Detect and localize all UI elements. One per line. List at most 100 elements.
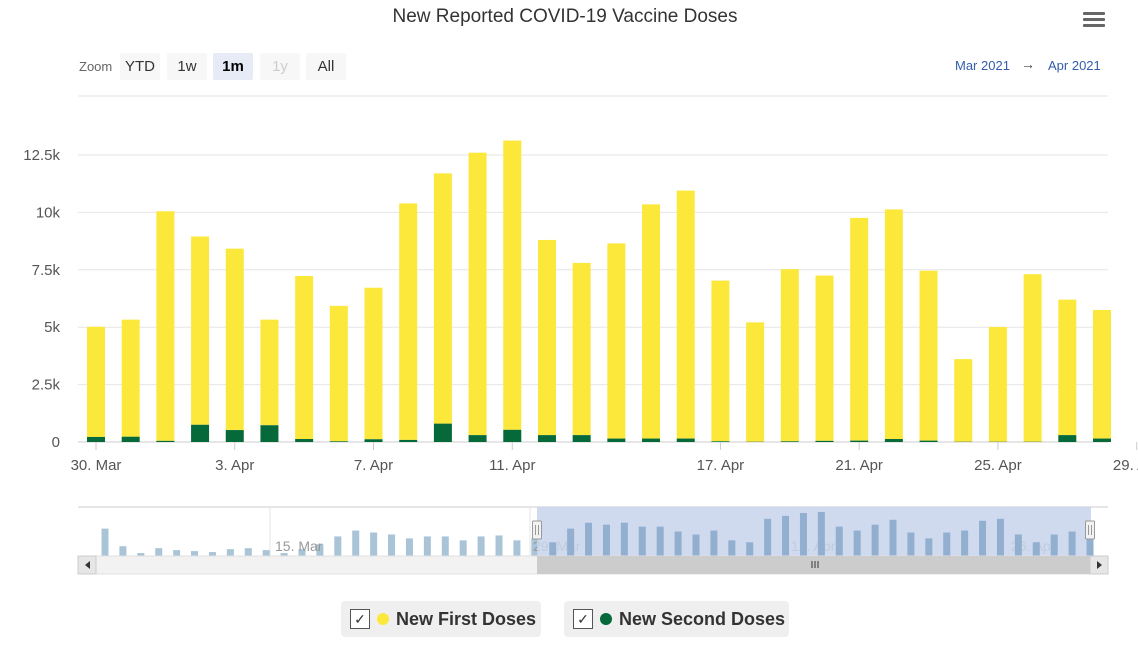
bar-first-dose[interactable] xyxy=(954,359,973,442)
bar-first-dose[interactable] xyxy=(87,326,105,437)
bar-first-dose[interactable] xyxy=(121,319,140,437)
navigator-bar-selected xyxy=(782,515,790,556)
x-axis-labels: 30. Mar 3. Apr 7. Apr 11. Apr 17. Apr 21. Apr… xyxy=(71,442,1138,474)
bar-series[interactable] xyxy=(87,140,1111,442)
bar-first-dose[interactable] xyxy=(815,275,834,441)
date-range-from[interactable]: Mar 2021 xyxy=(955,58,1010,73)
y-tick-label: 0 xyxy=(52,434,60,451)
bar-second-dose[interactable] xyxy=(156,440,175,442)
bar-first-dose[interactable] xyxy=(468,152,487,436)
zoom-1y-button[interactable]: 1y xyxy=(260,53,300,80)
zoom-all-button[interactable]: All xyxy=(306,53,346,80)
bar-second-dose[interactable] xyxy=(537,435,556,442)
bar-second-dose[interactable] xyxy=(225,430,244,442)
bar-second-dose[interactable] xyxy=(607,438,626,442)
bar-second-dose[interactable] xyxy=(87,436,105,442)
y-axis-labels: 0 2.5k 5k 7.5k 10k 12.5k xyxy=(23,147,60,451)
navigator-selection[interactable] xyxy=(537,507,1091,556)
scroll-right-button[interactable] xyxy=(1089,555,1109,575)
bar-first-dose[interactable] xyxy=(295,275,314,440)
bar-first-dose[interactable] xyxy=(780,269,799,442)
bar-first-dose[interactable] xyxy=(503,140,522,430)
bar-second-dose[interactable] xyxy=(191,424,210,442)
bar-first-dose[interactable] xyxy=(919,270,938,441)
bar-first-dose[interactable] xyxy=(572,262,591,436)
bar-second-dose[interactable] xyxy=(919,440,938,442)
navigator-bar-selected xyxy=(620,522,628,556)
navigator-bar xyxy=(495,535,503,556)
bar-first-dose[interactable] xyxy=(676,190,695,439)
bar-first-dose[interactable] xyxy=(433,173,452,424)
legend-item-first-doses[interactable]: ✓ New First Doses xyxy=(341,601,541,637)
navigator-bar xyxy=(370,532,378,556)
bar-second-dose[interactable] xyxy=(780,441,799,442)
zoom-ytd-button[interactable]: YTD xyxy=(120,53,160,80)
hamburger-menu-icon[interactable] xyxy=(1083,12,1105,30)
bar-first-dose[interactable] xyxy=(1023,274,1042,442)
bar-first-dose[interactable] xyxy=(746,322,765,442)
navigator-bar-selected xyxy=(638,526,646,556)
navigator-bar xyxy=(191,551,199,556)
bar-second-dose[interactable] xyxy=(711,441,730,442)
navigator-bar xyxy=(262,550,270,556)
bar-second-dose[interactable] xyxy=(1058,435,1077,442)
legend-dot-first xyxy=(377,613,389,625)
bar-second-dose[interactable] xyxy=(295,439,314,442)
bar-first-dose[interactable] xyxy=(399,203,418,440)
navigator-bar-selected xyxy=(907,532,915,556)
navigator[interactable]: 15. Mar29. Mar12. Apr26. Apr xyxy=(77,506,1109,575)
navigator-bar-selected xyxy=(549,542,557,556)
navigator-handle[interactable] xyxy=(532,520,542,540)
zoom-1m-button[interactable]: 1m xyxy=(213,53,253,80)
navigator-bar-selected xyxy=(1068,531,1076,556)
navigator-bar-selected xyxy=(656,526,664,556)
bar-second-dose[interactable] xyxy=(503,429,522,442)
bar-first-dose[interactable] xyxy=(1058,299,1077,436)
navigator-bar xyxy=(226,549,234,556)
bar-first-dose[interactable] xyxy=(537,239,556,436)
scrollbar-thumb[interactable] xyxy=(537,556,1091,574)
bar-second-dose[interactable] xyxy=(642,438,661,442)
bar-first-dose[interactable] xyxy=(191,236,210,425)
bar-first-dose[interactable] xyxy=(884,209,903,440)
bar-second-dose[interactable] xyxy=(260,425,279,442)
bar-first-dose[interactable] xyxy=(850,217,869,441)
zoom-label: Zoom xyxy=(79,59,113,74)
bar-second-dose[interactable] xyxy=(572,435,591,442)
legend-item-second-doses[interactable]: ✓ New Second Doses xyxy=(564,601,789,637)
bar-first-dose[interactable] xyxy=(711,280,730,442)
bar-second-dose[interactable] xyxy=(1093,438,1111,442)
legend-dot-second xyxy=(600,613,612,625)
bar-first-dose[interactable] xyxy=(329,305,348,442)
bar-second-dose[interactable] xyxy=(676,438,695,442)
bar-second-dose[interactable] xyxy=(329,441,348,442)
bar-second-dose[interactable] xyxy=(468,435,487,442)
bar-second-dose[interactable] xyxy=(850,440,869,442)
bar-second-dose[interactable] xyxy=(433,423,452,442)
bar-first-dose[interactable] xyxy=(1093,309,1111,439)
x-tick-label: 25. Apr xyxy=(974,457,1022,474)
navigator-bar xyxy=(316,544,324,556)
bar-second-dose[interactable] xyxy=(884,439,903,442)
bar-first-dose[interactable] xyxy=(156,211,175,441)
bar-second-dose[interactable] xyxy=(364,439,383,442)
bar-first-dose[interactable] xyxy=(364,287,383,440)
bar-first-dose[interactable] xyxy=(225,248,244,431)
bar-second-dose[interactable] xyxy=(121,436,140,442)
bar-first-dose[interactable] xyxy=(607,243,626,439)
bar-first-dose[interactable] xyxy=(988,326,1007,442)
bar-second-dose[interactable] xyxy=(399,439,418,442)
zoom-1w-button[interactable]: 1w xyxy=(167,53,207,80)
checkbox-checked-icon[interactable]: ✓ xyxy=(350,609,370,629)
navigator-bar xyxy=(280,553,288,556)
navigator-bar-selected xyxy=(567,528,575,556)
navigator-handle[interactable] xyxy=(1085,520,1095,540)
checkbox-checked-icon[interactable]: ✓ xyxy=(573,609,593,629)
navigator-bar xyxy=(119,546,127,556)
bar-first-dose[interactable] xyxy=(260,319,279,426)
bar-second-dose[interactable] xyxy=(815,440,834,442)
bar-first-dose[interactable] xyxy=(642,204,661,439)
scroll-left-button[interactable] xyxy=(77,555,97,575)
date-range-to[interactable]: Apr 2021 xyxy=(1048,58,1101,73)
